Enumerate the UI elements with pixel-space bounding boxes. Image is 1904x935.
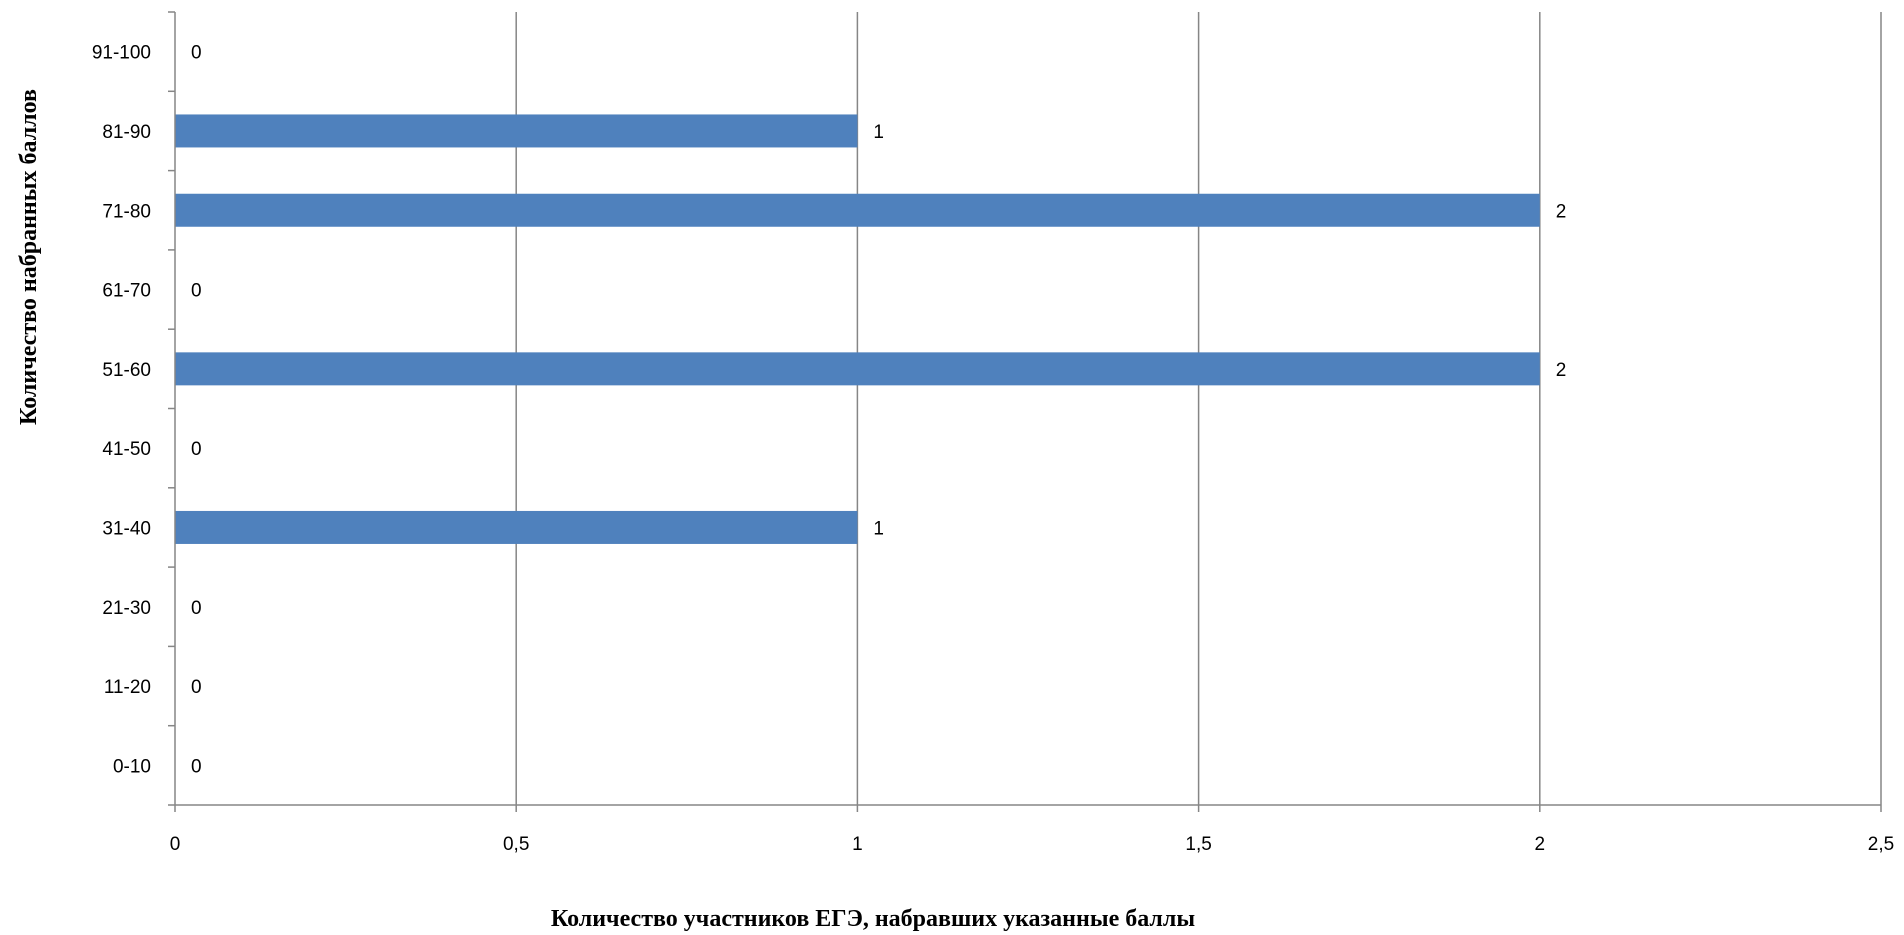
data-label: 1 bbox=[873, 518, 884, 539]
y-tick-label: 0-10 bbox=[113, 756, 151, 777]
labels: 0 0,5 1 1,5 2 2,5 0-10 0 11-20 0 21-30 0 31-40 1 41-50… bbox=[92, 43, 1894, 855]
x-tick-label: 1 bbox=[852, 834, 863, 855]
bar bbox=[175, 352, 1540, 386]
x-tick-label: 2 bbox=[1535, 834, 1546, 855]
y-tick-label: 61-70 bbox=[102, 281, 151, 302]
y-tick-label: 41-50 bbox=[102, 439, 151, 460]
bar bbox=[175, 193, 1540, 227]
y-tick-label: 51-60 bbox=[102, 360, 151, 381]
y-tick-label: 21-30 bbox=[102, 598, 151, 619]
data-label: 0 bbox=[191, 439, 202, 460]
y-tick-label: 91-100 bbox=[92, 43, 151, 64]
data-label: 0 bbox=[191, 677, 202, 698]
data-label: 0 bbox=[191, 281, 202, 302]
x-axis-title: Количество участников ЕГЭ, набравших ука… bbox=[551, 906, 1195, 932]
y-axis-title: Количество набранных баллов bbox=[16, 89, 42, 425]
bars bbox=[175, 114, 1540, 544]
data-label: 0 bbox=[191, 43, 202, 64]
data-label: 0 bbox=[191, 756, 202, 777]
bar bbox=[175, 114, 858, 148]
y-tick-label: 11-20 bbox=[104, 677, 151, 698]
x-tick-label: 2,5 bbox=[1868, 834, 1894, 855]
x-tick-label: 1,5 bbox=[1185, 834, 1211, 855]
x-tick-label: 0 bbox=[170, 834, 181, 855]
data-label: 1 bbox=[873, 122, 884, 143]
bar bbox=[175, 510, 858, 544]
axes bbox=[168, 11, 1882, 812]
y-tick-label: 71-80 bbox=[102, 201, 151, 222]
data-label: 2 bbox=[1556, 360, 1567, 381]
data-label: 0 bbox=[191, 598, 202, 619]
y-tick-label: 31-40 bbox=[102, 518, 151, 539]
data-label: 2 bbox=[1556, 201, 1567, 222]
y-tick-label: 81-90 bbox=[102, 122, 151, 143]
x-tick-label: 0,5 bbox=[503, 834, 529, 855]
